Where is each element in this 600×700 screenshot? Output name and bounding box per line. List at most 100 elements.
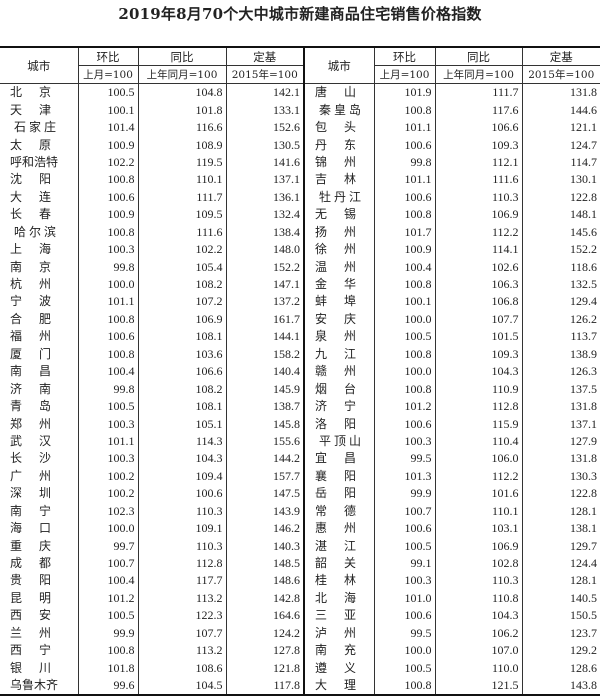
left-city-cell: 北京 <box>0 84 78 102</box>
left-mom-cell: 100.6 <box>77 328 138 346</box>
city-name: 天津 <box>10 102 68 119</box>
right-mom-cell: 100.3 <box>373 432 435 451</box>
city-char: 唐 <box>315 85 328 100</box>
table-row: 昆明 101.2 113.2 142.8 北海 101.0 110.8 140.5 <box>0 589 600 608</box>
city-char: 州 <box>344 329 357 344</box>
city-name: 重庆 <box>10 538 68 555</box>
right-mom-cell: 99.1 <box>373 554 435 573</box>
city-name: 金华 <box>315 276 373 293</box>
city-name: 包头 <box>315 119 373 136</box>
right-base-cell: 129.2 <box>521 642 600 660</box>
city-name: 襄阳 <box>315 468 373 485</box>
table-row: 太原 100.9 108.9 130.5 丹东 100.6 109.3 124.7 <box>0 136 600 154</box>
left-city-cell: 大连 <box>0 189 78 206</box>
table-row: 乌鲁木齐 99.6 104.5 117.8 大理 100.8 121.5 143.8 <box>0 676 600 696</box>
right-yoy-cell: 112.2 <box>434 467 522 486</box>
city-name: 桂林 <box>315 572 373 589</box>
left-yoy-cell: 111.6 <box>137 223 226 241</box>
right-base-cell: 131.8 <box>521 83 600 102</box>
left-yoy-cell: 110.3 <box>137 537 226 555</box>
city-char: 赣 <box>315 364 328 379</box>
right-yoy-cell: 117.6 <box>434 101 522 119</box>
right-yoy-cell: 106.9 <box>434 537 522 555</box>
right-mom-cell: 100.9 <box>373 240 435 259</box>
city-name: 武汉 <box>10 433 68 450</box>
left-base-cell: 148.5 <box>225 554 304 573</box>
city-char: 林 <box>344 172 357 187</box>
city-char: 银 <box>10 660 23 675</box>
right-yoy-cell: 109.3 <box>434 345 522 363</box>
city-char: 南 <box>10 364 23 379</box>
left-city-cell: 重庆 <box>0 537 78 554</box>
city-name: 常德 <box>315 503 373 520</box>
city-char: 沈 <box>10 172 23 187</box>
city-char: 口 <box>39 521 52 536</box>
header-base-left: 定基 <box>225 46 305 66</box>
city-name: 南京 <box>10 259 68 276</box>
left-base-cell: 145.9 <box>225 380 304 398</box>
right-yoy-cell: 101.6 <box>434 485 522 503</box>
city-char: 武 <box>10 433 23 448</box>
left-base-cell: 148.0 <box>225 240 304 259</box>
right-city-cell: 蚌埠 <box>303 293 374 311</box>
city-char: 洛 <box>315 416 328 431</box>
left-base-cell: 140.4 <box>225 363 304 381</box>
city-char: 安 <box>39 608 52 623</box>
city-char: 阳 <box>344 468 357 483</box>
city-char: 州 <box>344 224 357 239</box>
right-base-cell: 150.5 <box>521 607 600 625</box>
left-mom-cell: 100.4 <box>77 363 138 381</box>
city-char: 重 <box>10 538 23 553</box>
right-base-cell: 131.8 <box>521 450 600 468</box>
right-city-cell: 唐山 <box>303 83 374 102</box>
city-char: 金 <box>315 277 328 292</box>
right-mom-cell: 101.9 <box>373 83 435 102</box>
left-mom-cell: 99.8 <box>77 258 138 276</box>
right-yoy-cell: 104.3 <box>434 363 522 381</box>
left-yoy-cell: 113.2 <box>137 589 226 608</box>
city-name: 徐州 <box>315 241 373 258</box>
right-base-cell: 123.7 <box>521 624 600 642</box>
right-city-cell: 锦州 <box>303 153 374 172</box>
city-char: 州 <box>344 625 357 640</box>
right-base-cell: 144.6 <box>521 101 600 119</box>
city-name: 北海 <box>315 590 373 607</box>
right-yoy-cell: 109.3 <box>434 136 522 154</box>
right-mom-cell: 100.0 <box>373 310 435 329</box>
city-name: 海口 <box>10 520 68 537</box>
right-yoy-cell: 106.6 <box>434 118 522 137</box>
city-char: 海 <box>39 242 52 257</box>
city-name: 安庆 <box>315 311 373 328</box>
right-city-cell: 宜昌 <box>303 450 374 468</box>
left-base-cell: 124.2 <box>225 624 304 642</box>
left-base-cell: 155.6 <box>225 432 304 451</box>
city-char: 烟 <box>315 381 328 396</box>
city-char: 锦 <box>315 154 328 169</box>
city-char: 都 <box>39 556 52 571</box>
left-city-cell: 海口 <box>0 520 78 537</box>
table-row: 重庆 99.7 110.3 140.3 湛江 100.5 106.9 129.7 <box>0 537 600 555</box>
city-char: 吉 <box>315 172 328 187</box>
city-name: 锦州 <box>315 154 373 171</box>
right-city-cell: 岳阳 <box>303 485 374 503</box>
right-city-cell: 洛阳 <box>303 415 374 433</box>
right-mom-cell: 100.8 <box>373 380 435 398</box>
right-yoy-cell: 114.1 <box>434 240 522 259</box>
city-char: 海 <box>10 521 23 536</box>
right-city-cell: 北海 <box>303 589 374 608</box>
city-char: 泸 <box>315 625 328 640</box>
left-mom-cell: 100.8 <box>77 223 138 241</box>
right-base-cell: 132.5 <box>521 275 600 294</box>
city-name: 无锡 <box>315 206 373 223</box>
left-city-cell: 长春 <box>0 206 78 223</box>
city-char: 南 <box>10 259 23 274</box>
right-base-cell: 137.1 <box>521 415 600 433</box>
left-yoy-cell: 113.2 <box>137 642 226 660</box>
left-base-cell: 146.2 <box>225 519 304 538</box>
city-name: 成都 <box>10 555 68 572</box>
city-char: 西 <box>10 608 23 623</box>
right-mom-cell: 101.1 <box>373 171 435 189</box>
right-base-cell: 152.2 <box>521 240 600 259</box>
city-char: 青 <box>10 399 23 414</box>
left-mom-cell: 102.2 <box>77 153 138 172</box>
